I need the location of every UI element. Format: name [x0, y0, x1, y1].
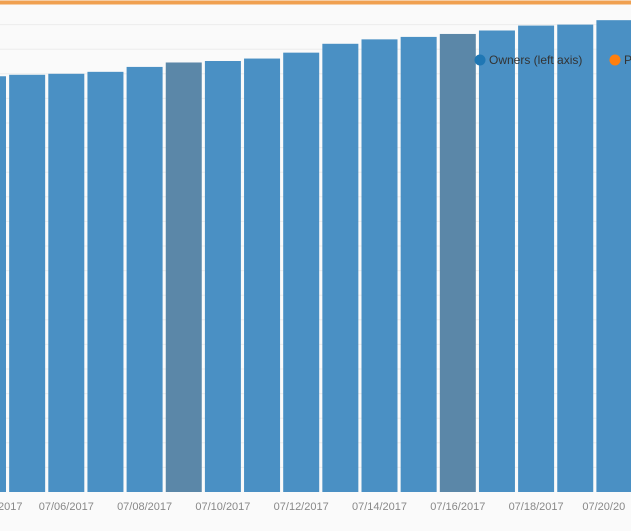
- x-tick-label: 07/16/2017: [430, 501, 485, 513]
- legend-item-p[interactable]: P: [609, 53, 631, 67]
- legend-item-owners[interactable]: Owners (left axis): [474, 53, 583, 67]
- bar-07-12-2017[interactable]: [283, 52, 320, 492]
- bar-07-20-2017[interactable]: [596, 20, 631, 493]
- bar-07-09-2017[interactable]: [165, 62, 202, 492]
- legend-swatch-owners: [474, 54, 486, 66]
- bar-07-10-2017[interactable]: [204, 61, 241, 493]
- bar-07-07-2017[interactable]: [87, 71, 124, 492]
- x-tick-label: 07/18/2017: [509, 501, 564, 513]
- legend: Owners (left axis) P: [474, 53, 631, 67]
- legend-swatch-p: [609, 54, 621, 66]
- x-tick-label: 07/20/20: [582, 501, 625, 513]
- bar-07-08-2017[interactable]: [126, 66, 163, 493]
- legend-label-owners: Owners (left axis): [489, 53, 582, 67]
- bar-07-18-2017[interactable]: [518, 25, 555, 493]
- x-tick-label: 07/14/2017: [352, 501, 407, 513]
- x-tick-label: 2017: [0, 501, 22, 513]
- bar-07-17-2017[interactable]: [478, 30, 515, 493]
- x-tick-label: 07/12/2017: [274, 501, 329, 513]
- bar-07-06-2017[interactable]: [48, 73, 85, 493]
- x-tick-label: 07/06/2017: [39, 501, 94, 513]
- legend-label-p: P: [624, 53, 631, 67]
- x-tick-label: 07/10/2017: [195, 501, 250, 513]
- x-axis-tick-labels: 2017 07/06/2017 07/08/2017 07/10/2017 07/12/…: [0, 501, 625, 513]
- x-tick-label: 07/08/2017: [117, 501, 172, 513]
- bar-07-15-2017[interactable]: [400, 36, 437, 493]
- bar-07-05-2017[interactable]: [9, 74, 46, 492]
- bar-07-19-2017[interactable]: [557, 24, 594, 492]
- bar-07-11-2017[interactable]: [244, 58, 281, 492]
- bar-07-16-2017[interactable]: [439, 33, 476, 493]
- bar-07-13-2017[interactable]: [322, 43, 359, 493]
- bar-series: [0, 20, 631, 493]
- bar-07-04-2017[interactable]: [0, 76, 6, 492]
- bar-07-14-2017[interactable]: [361, 39, 398, 493]
